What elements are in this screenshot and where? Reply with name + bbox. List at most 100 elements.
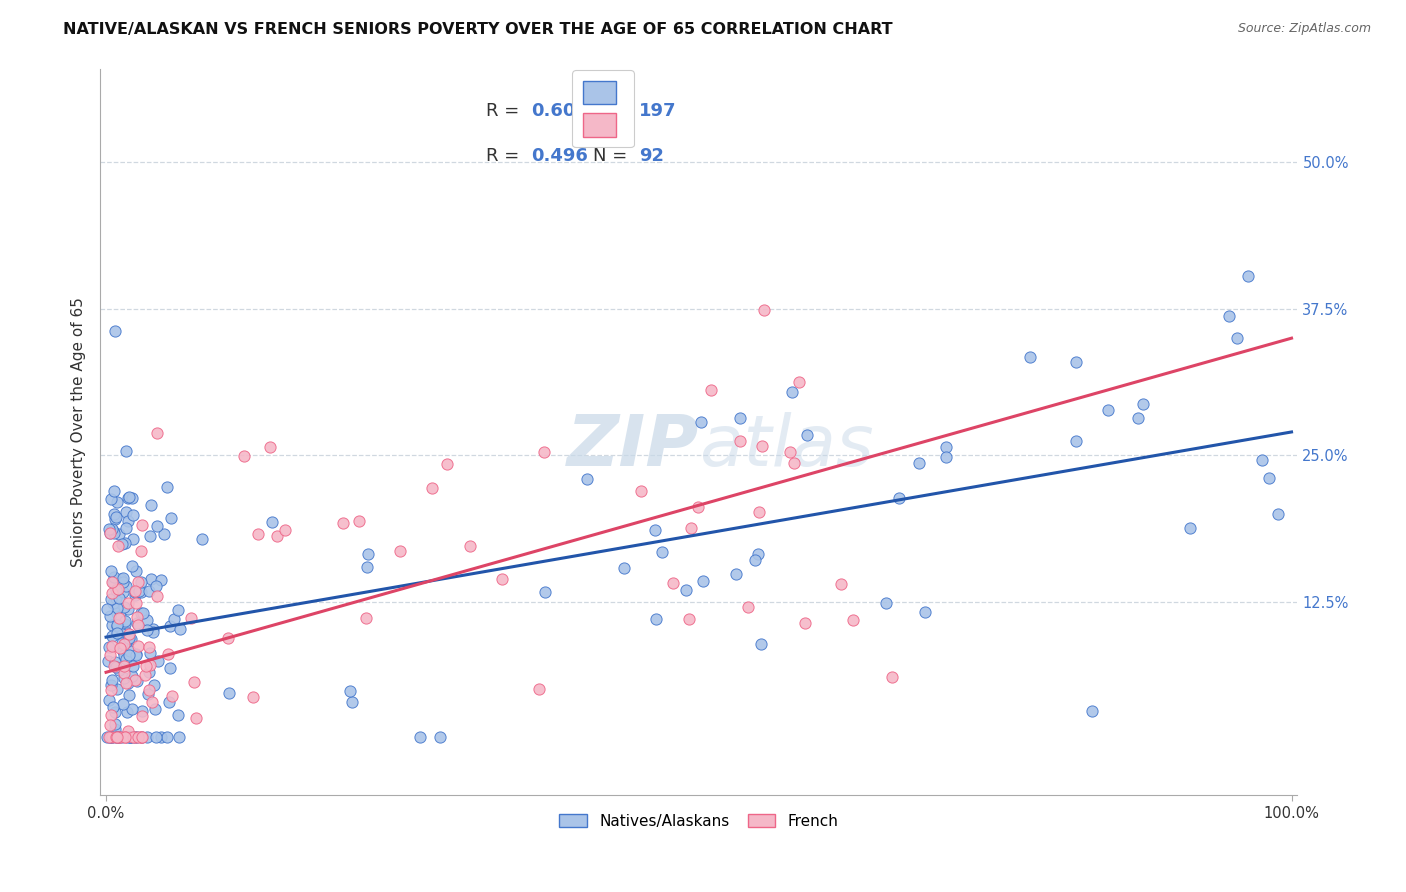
Point (1218, 309, 1240, 323)
Point (332, 516, 354, 531)
Text: N =: N = (593, 102, 634, 120)
Point (686, 500, 709, 515)
Point (793, 616, 815, 631)
Point (122, 532, 145, 546)
Point (356, 560, 378, 574)
Point (747, 547, 769, 561)
Point (242, 690, 264, 704)
Point (744, 553, 766, 567)
Point (112, 623, 135, 637)
Point (246, 527, 269, 541)
Point (107, 730, 129, 744)
Point (138, 584, 160, 599)
Point (138, 665, 160, 679)
Point (101, 730, 124, 744)
Point (120, 730, 142, 744)
Point (725, 567, 748, 582)
Point (125, 673, 148, 688)
Point (533, 445, 555, 459)
Point (105, 619, 128, 633)
Point (108, 730, 131, 744)
Point (787, 375, 810, 389)
Point (145, 730, 167, 744)
Point (166, 708, 188, 723)
Point (103, 659, 125, 673)
Point (149, 730, 172, 744)
Point (389, 543, 412, 558)
Point (129, 575, 152, 590)
Point (108, 664, 131, 678)
Point (780, 384, 803, 399)
Point (136, 613, 159, 627)
Point (183, 674, 205, 689)
Point (357, 547, 380, 561)
Point (98, 718, 121, 732)
Point (138, 657, 160, 672)
Point (117, 631, 139, 645)
Point (101, 699, 124, 714)
Point (139, 646, 162, 660)
Point (105, 730, 128, 744)
Point (142, 624, 165, 639)
Point (152, 527, 174, 541)
Point (1064, 434, 1087, 448)
Point (104, 509, 127, 524)
Point (167, 730, 190, 744)
Point (689, 415, 711, 429)
Point (1081, 705, 1104, 719)
Point (458, 539, 481, 553)
Point (101, 629, 124, 643)
Point (1126, 411, 1149, 425)
Point (120, 730, 142, 744)
Point (117, 514, 139, 528)
Point (131, 730, 153, 744)
Point (662, 576, 685, 591)
Point (107, 580, 129, 594)
Point (103, 483, 125, 498)
Point (98, 730, 121, 744)
Point (103, 569, 125, 583)
Point (730, 434, 752, 448)
Point (100, 526, 122, 541)
Point (266, 528, 288, 542)
Point (115, 652, 138, 666)
Point (124, 585, 146, 599)
Point (104, 660, 127, 674)
Point (169, 622, 191, 636)
Point (675, 582, 697, 597)
Point (101, 586, 124, 600)
Point (96, 602, 118, 616)
Point (100, 673, 122, 687)
Point (121, 702, 143, 716)
Point (121, 491, 143, 505)
Point (125, 596, 148, 610)
Point (576, 472, 599, 486)
Point (98, 730, 121, 744)
Point (124, 588, 146, 602)
Point (692, 574, 714, 589)
Point (139, 498, 162, 512)
Point (156, 480, 179, 494)
Point (111, 627, 134, 641)
Point (887, 491, 910, 505)
Point (98, 730, 121, 744)
Point (748, 506, 770, 520)
Point (101, 522, 124, 536)
Point (124, 583, 146, 598)
Point (110, 572, 132, 586)
Point (1064, 355, 1087, 369)
Point (100, 592, 122, 607)
Point (117, 602, 139, 616)
Point (131, 730, 153, 744)
Point (112, 666, 135, 681)
Point (162, 689, 184, 703)
Point (752, 302, 775, 317)
Text: 0.496: 0.496 (531, 147, 588, 165)
Point (104, 705, 127, 719)
Point (104, 324, 127, 338)
Point (105, 601, 128, 615)
Point (108, 609, 131, 624)
Point (103, 574, 125, 589)
Point (124, 730, 146, 744)
Point (842, 613, 865, 627)
